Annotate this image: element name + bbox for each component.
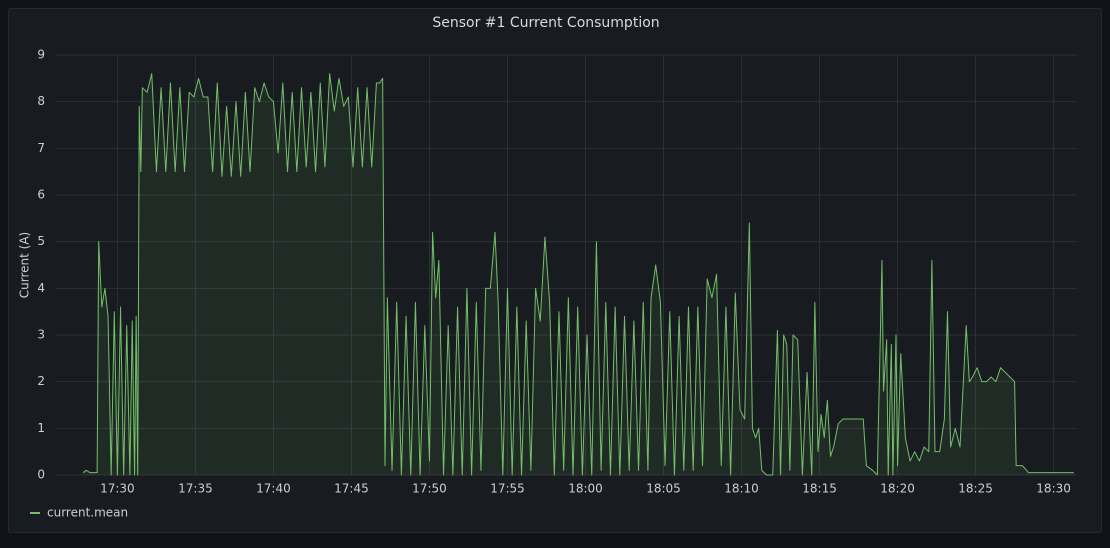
x-tick-label: 17:50 bbox=[412, 482, 447, 496]
y-tick-label: 2 bbox=[37, 374, 45, 388]
y-tick-label: 3 bbox=[37, 328, 45, 342]
grid: 0 1 2 3 4 5 6 7 8 9 17:30 17:35 17:40 17:45 17:50 17:55… bbox=[37, 48, 1077, 496]
y-tick-label: 1 bbox=[37, 421, 45, 435]
y-tick-label: 5 bbox=[37, 234, 45, 248]
y-tick-label: 8 bbox=[37, 94, 45, 108]
x-tick-label: 17:55 bbox=[490, 482, 525, 496]
x-tick-label: 17:40 bbox=[256, 482, 291, 496]
y-tick-label: 7 bbox=[37, 141, 45, 155]
x-tick-label: 18:25 bbox=[958, 482, 993, 496]
x-tick-label: 18:30 bbox=[1036, 482, 1071, 496]
series-line bbox=[82, 73, 1074, 476]
panel bbox=[8, 8, 1102, 533]
x-tick-label: 17:45 bbox=[334, 482, 369, 496]
plot bbox=[82, 73, 1074, 476]
legend-label: current.mean bbox=[47, 506, 128, 520]
legend: current.mean bbox=[30, 506, 128, 520]
x-tick-label: 18:15 bbox=[802, 482, 837, 496]
x-tick-label: 18:20 bbox=[880, 482, 915, 496]
x-tick-label: 18:10 bbox=[724, 482, 759, 496]
y-tick-label: 0 bbox=[37, 468, 45, 482]
y-tick-label: 6 bbox=[37, 188, 45, 202]
x-tick-label: 18:05 bbox=[646, 482, 681, 496]
x-tick-label: 18:00 bbox=[568, 482, 603, 496]
series-area bbox=[83, 73, 1074, 476]
y-tick-label: 9 bbox=[37, 48, 45, 62]
chart-title: Sensor #1 Current Consumption bbox=[432, 15, 659, 31]
y-axis-label: Current (A) bbox=[18, 232, 32, 298]
y-tick-label: 4 bbox=[37, 281, 45, 295]
x-tick-label: 17:35 bbox=[178, 482, 213, 496]
x-tick-label: 17:30 bbox=[100, 482, 135, 496]
